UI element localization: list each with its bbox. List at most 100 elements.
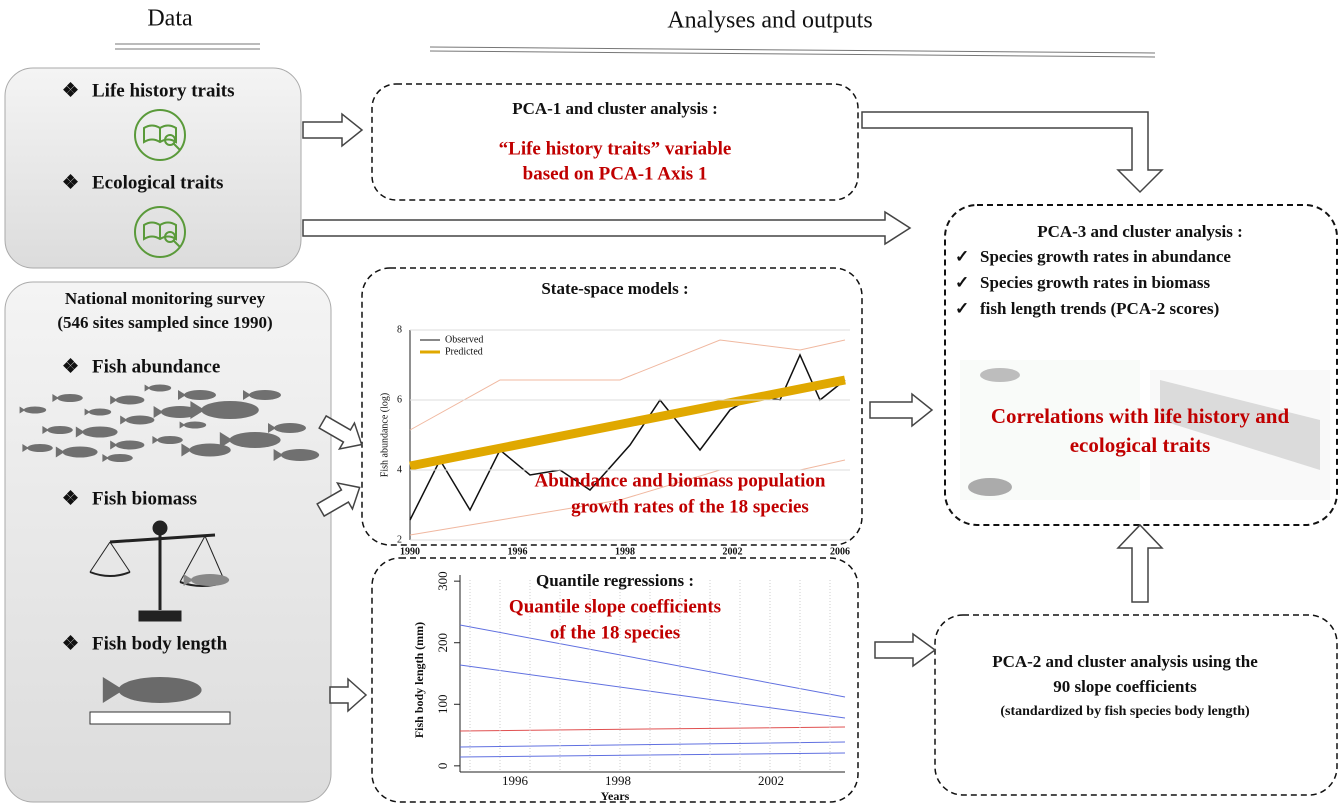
x-tick-label: 2002 xyxy=(758,773,784,788)
fish-tail xyxy=(75,426,85,438)
regression-line xyxy=(459,664,846,719)
fish-body xyxy=(125,415,155,425)
book-icon xyxy=(134,109,186,161)
fish xyxy=(243,390,281,400)
fish-tail xyxy=(102,677,124,703)
fish-body xyxy=(189,443,231,457)
rule xyxy=(429,50,1156,58)
arrow xyxy=(316,481,361,518)
fish-tail xyxy=(19,406,26,414)
fish-tail xyxy=(178,390,186,400)
y-tick-label: 0 xyxy=(435,763,450,770)
fish-body xyxy=(157,436,183,444)
fish-tail xyxy=(120,415,128,425)
bullet: ❖ xyxy=(62,80,79,101)
bullet: ❖ xyxy=(62,356,79,377)
x-tick-label: 1996 xyxy=(508,546,528,557)
fish-tail xyxy=(181,443,192,457)
box-text: 90 slope coefficients xyxy=(1053,677,1197,696)
box-text: ecological traits xyxy=(1070,433,1211,457)
quantile-chart: Fish body length (mm) Years 0 100 200 300 19… xyxy=(412,571,846,803)
box-title: PCA-3 and cluster analysis : xyxy=(1037,222,1243,241)
fish xyxy=(84,408,112,416)
bullet: ❖ xyxy=(62,488,79,509)
y-tick-label: 300 xyxy=(435,571,450,591)
bullet: ✓ xyxy=(955,273,969,292)
fish-tail xyxy=(102,454,109,462)
box-text: Abundance and biomass population xyxy=(535,470,826,491)
fish-tail xyxy=(190,401,205,419)
box-title: State-space models : xyxy=(541,279,688,298)
pca3-box xyxy=(944,204,1338,526)
y-tick-label: 100 xyxy=(435,695,450,715)
fish-body xyxy=(118,677,202,703)
rule xyxy=(429,46,1156,54)
arrow xyxy=(874,632,937,668)
fish xyxy=(219,432,281,448)
fish-body xyxy=(27,444,53,452)
box-text: based on PCA-1 Axis 1 xyxy=(523,163,708,184)
x-tick-label: 2006 xyxy=(830,546,850,557)
fish-body xyxy=(249,390,281,400)
list-item: Species growth rates in abundance xyxy=(980,247,1231,266)
fish-body xyxy=(280,449,320,461)
fish xyxy=(110,395,145,405)
fish-tail xyxy=(273,449,284,461)
fish-tail xyxy=(55,446,65,458)
arrow xyxy=(861,111,1164,194)
regression-line xyxy=(459,741,846,748)
x-tick-label: 1990 xyxy=(400,546,420,557)
fish xyxy=(268,423,306,433)
arrow xyxy=(329,677,368,713)
quantile-box xyxy=(371,557,859,803)
blurred-plots xyxy=(960,360,1330,500)
x-tick-label: 1998 xyxy=(605,773,631,788)
fish-tail xyxy=(22,444,29,452)
fish-body xyxy=(57,394,83,402)
fish xyxy=(153,406,200,418)
fish-body xyxy=(229,432,281,448)
fish xyxy=(55,446,98,458)
survey-title: National monitoring survey xyxy=(65,289,266,308)
fish xyxy=(144,384,172,392)
arrow xyxy=(316,481,361,518)
fish-body xyxy=(47,426,73,434)
header: Analyses and outputs xyxy=(667,8,872,34)
x-tick-label: 1996 xyxy=(502,773,529,788)
arrow xyxy=(318,414,363,451)
fish xyxy=(190,401,259,419)
fish xyxy=(42,426,73,434)
box-text: Quantile slope coefficients xyxy=(509,596,721,617)
state-space-chart: Observed Predicted Fish abundance (log) … xyxy=(379,324,850,557)
list-item: Species growth rates in biomass xyxy=(980,273,1211,292)
survey-item: Fish abundance xyxy=(92,356,220,377)
axis-label: Fish abundance (log) xyxy=(379,393,390,477)
fish xyxy=(273,449,320,461)
fish-tail xyxy=(219,432,233,448)
y-tick-label: 8 xyxy=(397,324,402,335)
fish-body xyxy=(183,421,207,429)
y-tick-label: 200 xyxy=(435,633,450,653)
fish xyxy=(75,426,118,438)
fish-tail xyxy=(268,423,276,433)
arrow xyxy=(302,112,364,148)
fish-body xyxy=(115,440,145,450)
fish-tail xyxy=(110,395,118,405)
fish xyxy=(179,421,207,429)
box-title: Quantile regressions : xyxy=(536,571,694,590)
bullet: ✓ xyxy=(955,247,969,266)
pca2-box xyxy=(934,614,1338,796)
trait-label: Ecological traits xyxy=(92,172,223,193)
x-tick-label: 1998 xyxy=(615,546,635,557)
fish-tail xyxy=(183,574,194,586)
bullet: ❖ xyxy=(62,172,79,193)
fish xyxy=(120,415,155,425)
traits-box xyxy=(4,67,302,269)
fish-body xyxy=(82,426,118,438)
fish xyxy=(102,454,133,462)
header: Data xyxy=(147,6,193,32)
legend-label: Observed xyxy=(445,334,483,345)
fish xyxy=(22,444,53,452)
fish-tail xyxy=(144,384,151,392)
fish-body xyxy=(160,406,200,418)
